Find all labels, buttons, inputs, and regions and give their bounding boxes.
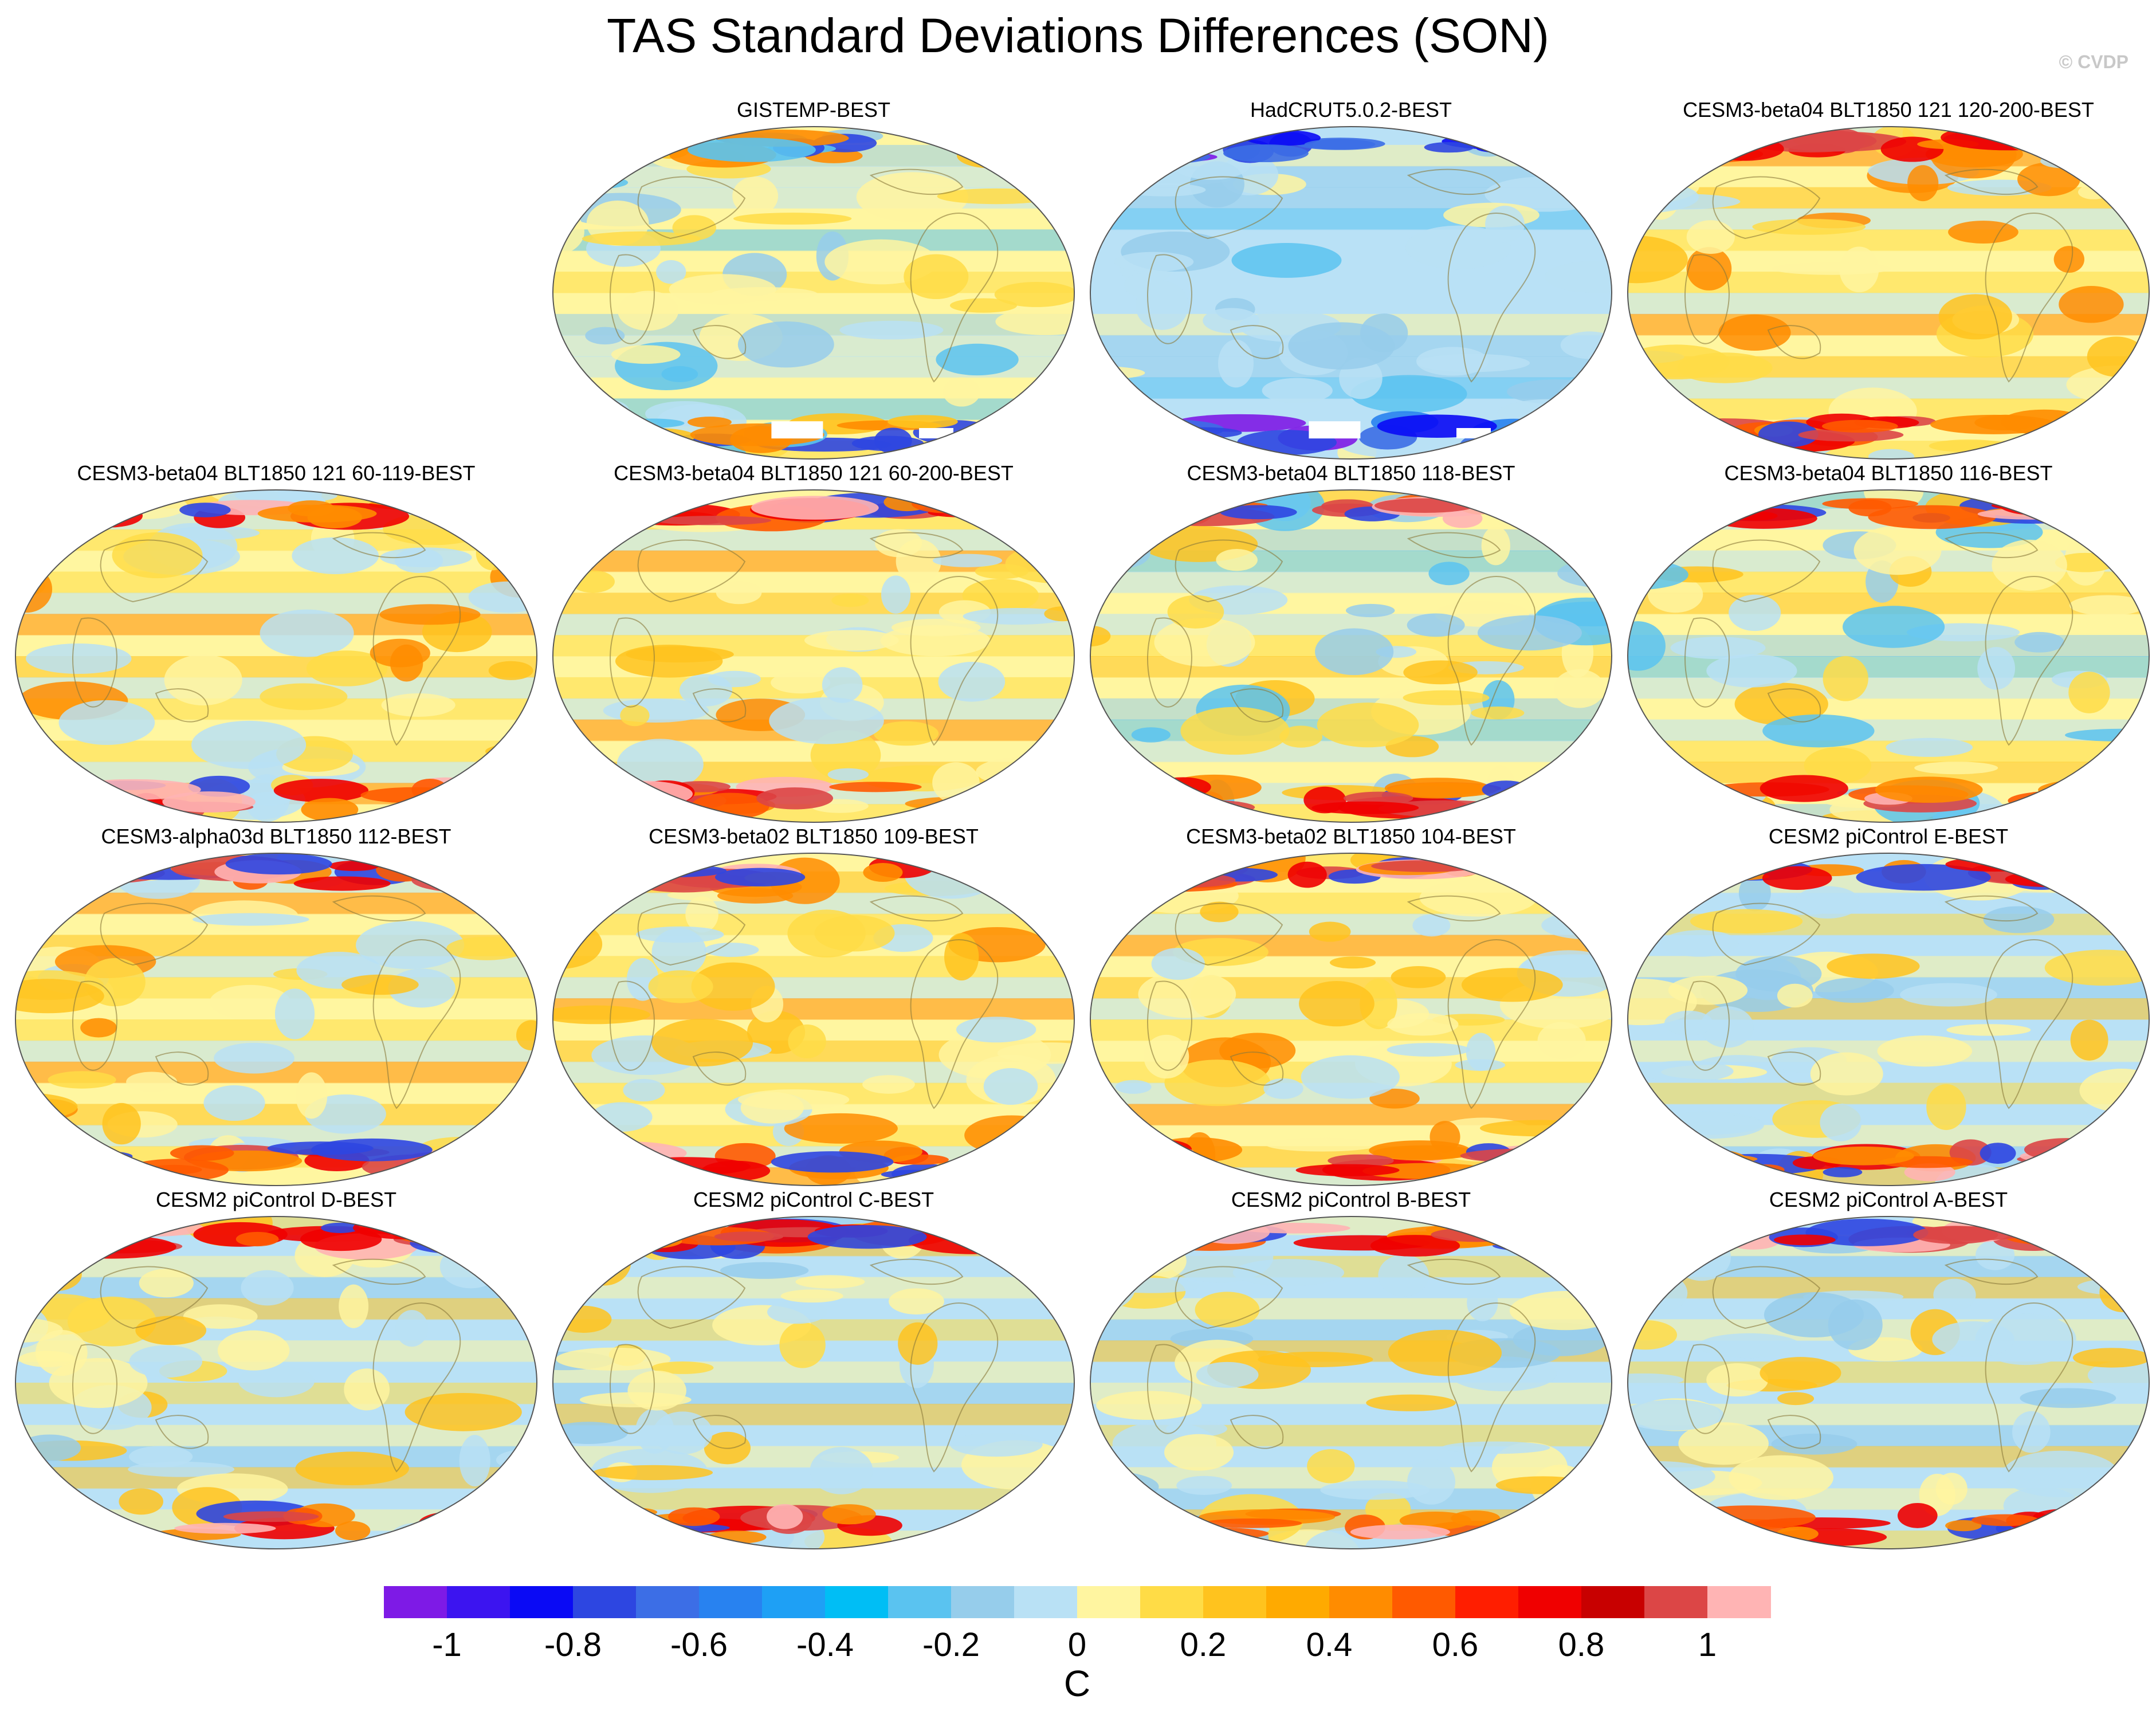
map-panel: CESM3-beta04 BLT1850 121 60-200-BEST — [550, 461, 1077, 827]
map-panel: CESM2 piControl D-BEST — [13, 1187, 540, 1554]
map-panel: CESM2 piControl C-BEST — [550, 1187, 1077, 1554]
colorbar-swatch — [384, 1586, 447, 1618]
colorbar-swatch — [825, 1586, 889, 1618]
globe-map — [1627, 126, 2150, 460]
colorbar-swatch — [510, 1586, 574, 1618]
colorbar-swatch — [1644, 1586, 1708, 1618]
map-panel: GISTEMP-BEST — [550, 97, 1077, 464]
colorbar-units: C — [1063, 1663, 1091, 1704]
colorbar-swatch — [1392, 1586, 1456, 1618]
panel-title: CESM3-beta04 BLT1850 116-BEST — [1724, 461, 2053, 485]
globe-map — [1627, 853, 2150, 1186]
globe-map — [552, 1216, 1075, 1549]
colorbar-swatch — [1140, 1586, 1204, 1618]
colorbar-tick-label: -0.8 — [544, 1626, 602, 1663]
panel-title: CESM2 piControl B-BEST — [1231, 1188, 1471, 1211]
globe-map — [1090, 1216, 1612, 1549]
globe-map — [1090, 126, 1612, 460]
colorbar-swatch — [1707, 1586, 1771, 1618]
colorbar-tick-label: 0.4 — [1306, 1626, 1353, 1663]
map-panel: CESM3-beta04 BLT1850 121 120-200-BEST — [1625, 97, 2152, 464]
map-panel: CESM3-beta02 BLT1850 109-BEST — [550, 824, 1077, 1191]
panel-title: CESM3-beta02 BLT1850 109-BEST — [649, 825, 979, 848]
map-panel: CESM3-beta04 BLT1850 116-BEST — [1625, 461, 2152, 827]
colorbar-swatch — [1014, 1586, 1078, 1618]
panel-title: CESM2 piControl C-BEST — [693, 1188, 934, 1211]
map-panel: CESM3-beta02 BLT1850 104-BEST — [1087, 824, 1615, 1191]
globe-map — [552, 126, 1075, 460]
globe-map — [1627, 489, 2150, 823]
colorbar — [384, 1586, 1771, 1619]
colorbar-tick-label: 0.6 — [1432, 1626, 1479, 1663]
globe-map — [15, 1216, 537, 1549]
colorbar-swatch — [1203, 1586, 1267, 1618]
colorbar-tick-label: -0.6 — [670, 1626, 728, 1663]
colorbar-tick-label: -0.2 — [922, 1626, 980, 1663]
map-panel: CESM3-beta04 BLT1850 121 60-119-BEST — [13, 461, 540, 827]
colorbar-swatch — [573, 1586, 637, 1618]
colorbar-tick-label: 1 — [1698, 1626, 1717, 1663]
globe-map — [1090, 853, 1612, 1186]
map-panel: CESM2 piControl E-BEST — [1625, 824, 2152, 1191]
colorbar-swatch — [762, 1586, 826, 1618]
globe-map — [1627, 1216, 2150, 1549]
panel-title: CESM2 piControl A-BEST — [1769, 1188, 2008, 1211]
colorbar-tick-label: 0 — [1067, 1626, 1087, 1663]
globe-map — [552, 853, 1075, 1186]
map-panel: CESM3-beta04 BLT1850 118-BEST — [1087, 461, 1615, 827]
credit-watermark: © CVDP — [2059, 52, 2128, 72]
colorbar-tick-label: 0.8 — [1558, 1626, 1605, 1663]
panel-title: CESM3-beta04 BLT1850 121 120-200-BEST — [1683, 98, 2094, 121]
colorbar-tick-label: -1 — [432, 1626, 462, 1663]
panel-title: CESM3-alpha03d BLT1850 112-BEST — [101, 825, 451, 848]
colorbar-tick-label: -0.4 — [796, 1626, 854, 1663]
colorbar-swatch — [1266, 1586, 1330, 1618]
colorbar-swatch — [447, 1586, 510, 1618]
colorbar-tick-label: 0.2 — [1180, 1626, 1227, 1663]
map-panel: HadCRUT5.0.2-BEST — [1087, 97, 1615, 464]
colorbar-swatch — [1518, 1586, 1582, 1618]
panel-title: GISTEMP-BEST — [736, 98, 891, 121]
globe-map — [1090, 489, 1612, 823]
colorbar-swatch — [636, 1586, 700, 1618]
colorbar-swatch — [1077, 1586, 1141, 1618]
colorbar-swatch — [1581, 1586, 1645, 1618]
map-panel: CESM2 piControl A-BEST — [1625, 1187, 2152, 1554]
panel-title: CESM3-beta04 BLT1850 118-BEST — [1187, 461, 1515, 485]
panel-title: CESM2 piControl D-BEST — [155, 1188, 397, 1211]
colorbar-swatch — [1329, 1586, 1393, 1618]
map-panel: CESM3-alpha03d BLT1850 112-BEST — [13, 824, 540, 1191]
colorbar-swatch — [699, 1586, 763, 1618]
panel-title: HadCRUT5.0.2-BEST — [1250, 98, 1452, 121]
panel-title: CESM2 piControl E-BEST — [1768, 825, 2009, 848]
globe-map — [15, 489, 537, 823]
panel-title: CESM3-beta02 BLT1850 104-BEST — [1186, 825, 1516, 848]
colorbar-swatch — [888, 1586, 952, 1618]
figure-title: TAS Standard Deviations Differences (SON… — [607, 9, 1549, 62]
panel-title: CESM3-beta04 BLT1850 121 60-200-BEST — [614, 461, 1014, 485]
panel-title: CESM3-beta04 BLT1850 121 60-119-BEST — [77, 461, 476, 485]
map-panel: CESM2 piControl B-BEST — [1087, 1187, 1615, 1554]
colorbar-swatch — [951, 1586, 1015, 1618]
colorbar-swatch — [1455, 1586, 1519, 1618]
globe-map — [15, 853, 537, 1186]
globe-map — [552, 489, 1075, 823]
